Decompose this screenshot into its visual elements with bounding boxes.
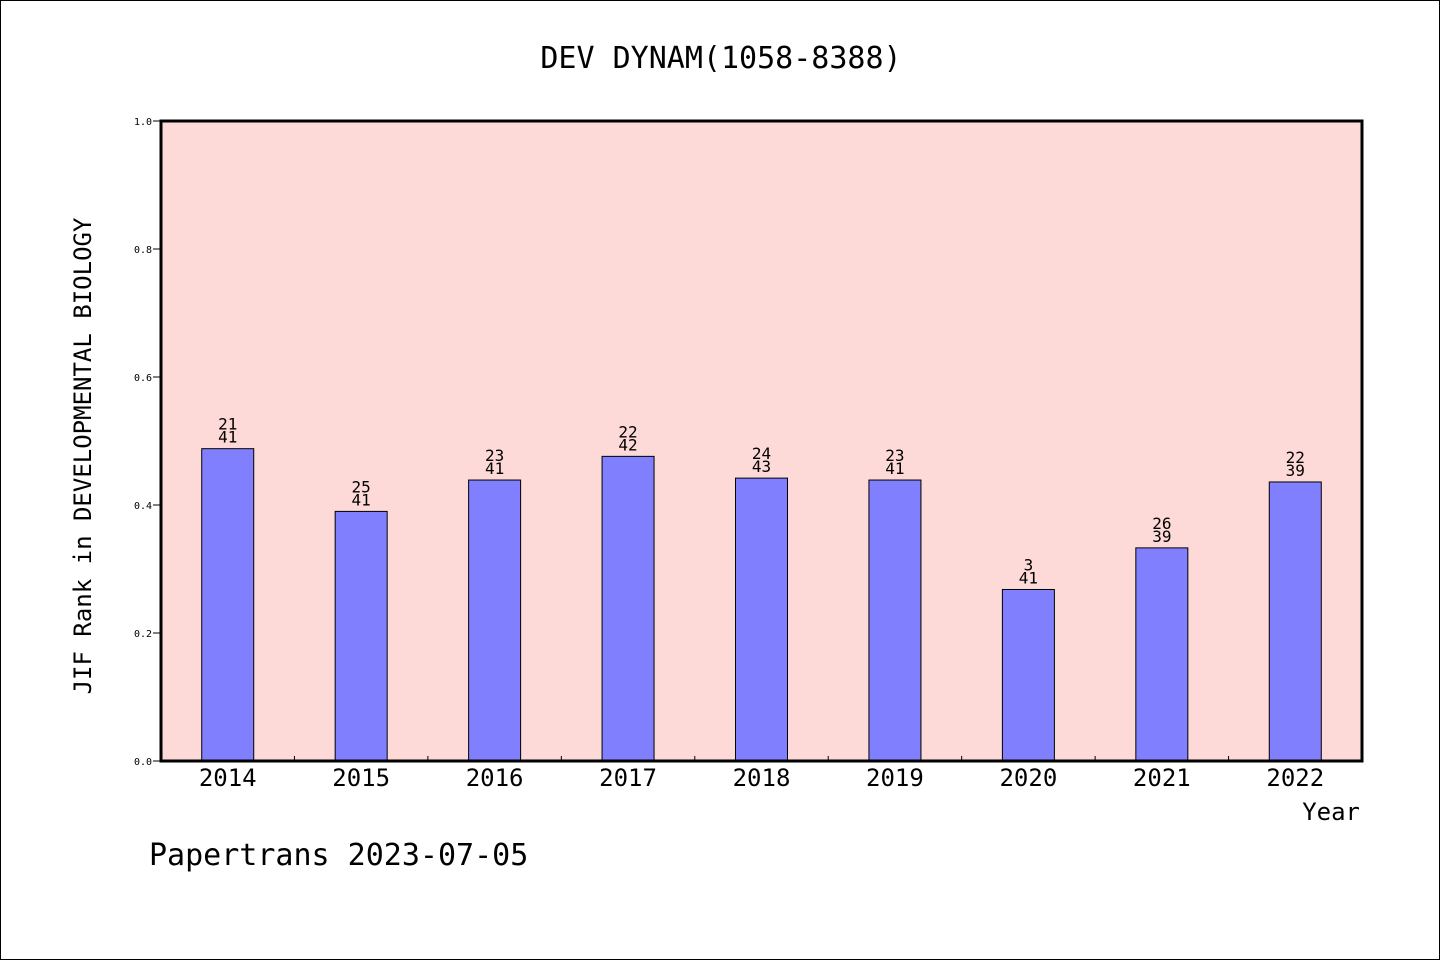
bar-rank-label: 22 — [1286, 448, 1305, 467]
x-axis-label: Year — [1302, 798, 1360, 826]
bar-rank-label: 22 — [618, 422, 637, 441]
y-tick-label: 0.8 — [134, 245, 152, 256]
bar-total-label: 43 — [752, 457, 771, 476]
bar-2016 — [468, 479, 522, 762]
bar-rank-label: 21 — [218, 415, 237, 434]
x-tick-label: 2021 — [1133, 764, 1191, 792]
bar-2021 — [1135, 547, 1189, 762]
bar-total-label: 41 — [485, 459, 504, 478]
footer-text: Papertrans 2023-07-05 — [149, 838, 528, 873]
bar-rank-label: 25 — [352, 477, 371, 496]
x-tick-label: 2014 — [199, 764, 257, 792]
y-axis-label: JIF Rank in DEVELOPMENTAL BIOLOGY — [69, 217, 97, 694]
bar-rank-label: 3 — [1024, 555, 1034, 574]
bar-rank-label: 23 — [485, 446, 504, 465]
bar-2014 — [201, 448, 255, 762]
x-tick-label: 2016 — [466, 764, 524, 792]
x-tick-label: 2015 — [332, 764, 390, 792]
bar-2018 — [735, 477, 788, 762]
bar-total-label: 39 — [1286, 461, 1305, 480]
bar-rank-label: 23 — [885, 446, 904, 465]
plot-border — [159, 119, 1364, 763]
bar-total-label: 41 — [885, 459, 904, 478]
y-tick-label: 0.6 — [134, 373, 152, 384]
bar-total-label: 42 — [618, 435, 637, 454]
bar-2020 — [1001, 588, 1055, 762]
bar-2015 — [334, 510, 388, 762]
bar-total-label: 39 — [1152, 527, 1171, 546]
chart-title: DEV DYNAM(1058-8388) — [540, 41, 901, 76]
bar-2017 — [601, 455, 655, 762]
y-tick-label: 0.4 — [134, 501, 152, 512]
y-tick-label: 0.2 — [134, 629, 152, 640]
y-tick-label: 1.0 — [134, 117, 152, 128]
bar-rank-label: 24 — [752, 444, 771, 463]
x-tick-label: 2017 — [599, 764, 657, 792]
y-tick-label: 0.0 — [134, 757, 152, 768]
x-tick-label: 2022 — [1266, 764, 1324, 792]
bar-total-label: 41 — [352, 490, 371, 509]
x-tick-label: 2019 — [866, 764, 924, 792]
bar-rank-label: 26 — [1152, 514, 1171, 533]
bar-total-label: 41 — [218, 428, 237, 447]
bar-2019 — [868, 479, 922, 762]
bar-total-label: 41 — [1019, 568, 1038, 587]
x-tick-label: 2020 — [999, 764, 1057, 792]
x-tick-label: 2018 — [733, 764, 791, 792]
bar-2022 — [1268, 481, 1322, 762]
